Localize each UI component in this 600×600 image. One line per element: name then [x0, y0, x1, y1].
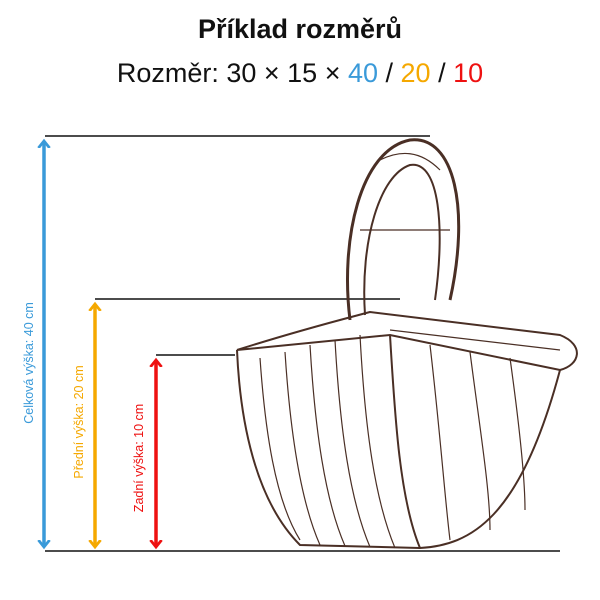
dimensions-prefix: Rozměr: 30 × 15 × — [116, 58, 348, 88]
front-height-label: Přední výška: 20 cm — [72, 365, 86, 479]
total-height-value: 40 — [347, 58, 379, 88]
front-height-value: 20 — [400, 58, 431, 88]
separator: / — [430, 58, 454, 88]
separator: / — [378, 58, 401, 88]
dimensions-line: Rozměr: 30 × 15 × 40 / 20 / 10 — [0, 58, 600, 89]
total-height-label: Celková výška: 40 cm — [22, 302, 36, 424]
back-height-value: 10 — [453, 58, 484, 88]
basket-sketch — [236, 138, 578, 550]
back-height-label: Zadní výška: 10 cm — [132, 403, 146, 513]
page-title: Příklad rozměrů — [197, 14, 403, 44]
